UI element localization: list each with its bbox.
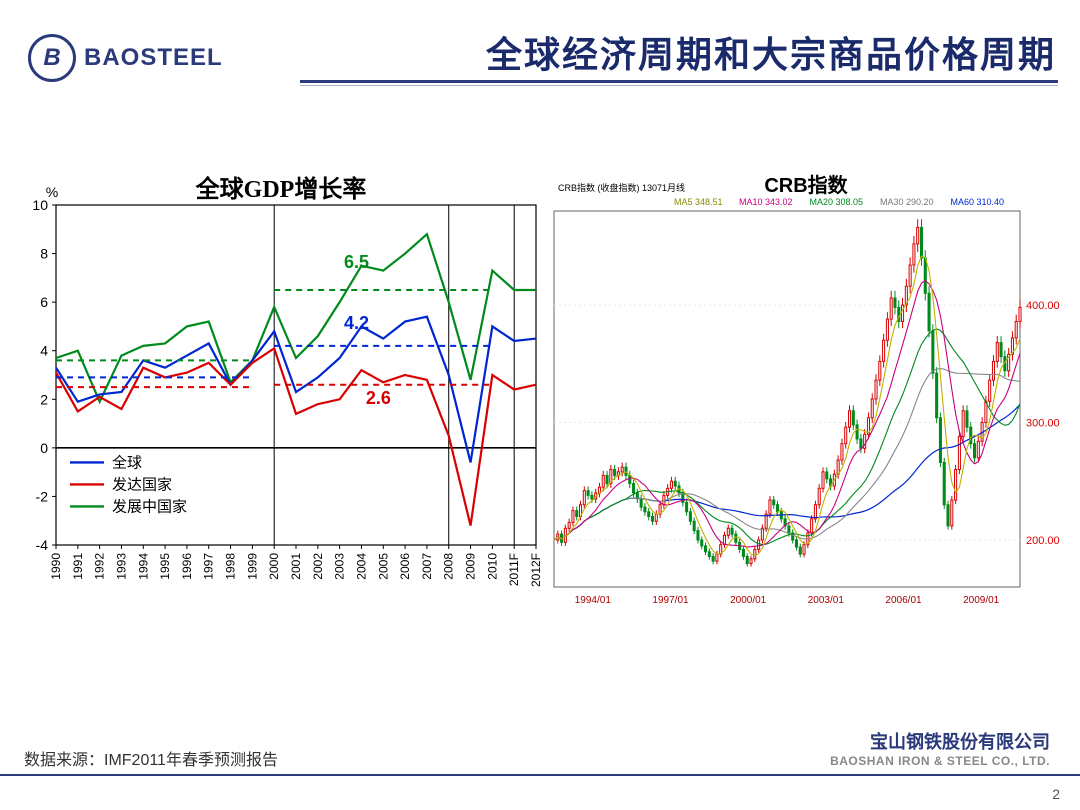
svg-text:4: 4 bbox=[40, 343, 48, 359]
logo-icon: B bbox=[28, 34, 76, 82]
svg-text:发展中国家: 发展中国家 bbox=[112, 498, 187, 515]
svg-text:MA20 308.05: MA20 308.05 bbox=[810, 197, 864, 207]
gdp-chart-svg: -4-2024681019901991199219931994199519961… bbox=[16, 175, 546, 615]
svg-text:400.00: 400.00 bbox=[1026, 300, 1060, 312]
svg-text:1990: 1990 bbox=[49, 553, 63, 580]
svg-text:2008: 2008 bbox=[442, 553, 456, 580]
svg-text:2012F: 2012F bbox=[529, 553, 543, 587]
svg-text:2002: 2002 bbox=[311, 553, 325, 580]
svg-text:MA10 343.02: MA10 343.02 bbox=[739, 197, 793, 207]
svg-text:1993: 1993 bbox=[114, 553, 128, 580]
svg-text:发达国家: 发达国家 bbox=[112, 476, 172, 493]
crb-chart-title: CRB指数 bbox=[548, 169, 1064, 198]
slide-header: B BAOSTEEL 全球经济周期和大宗商品价格周期 bbox=[0, 20, 1080, 90]
svg-text:4.2: 4.2 bbox=[344, 313, 369, 333]
svg-text:2003/01: 2003/01 bbox=[808, 595, 845, 606]
logo-text: BAOSTEEL bbox=[84, 44, 223, 72]
svg-text:1997: 1997 bbox=[202, 553, 216, 580]
svg-text:2010: 2010 bbox=[485, 553, 499, 580]
svg-text:1996: 1996 bbox=[180, 553, 194, 580]
footer-company-en: BAOSHAN IRON & STEEL CO., LTD. bbox=[830, 754, 1050, 768]
svg-text:全球: 全球 bbox=[112, 453, 142, 471]
svg-text:-4: -4 bbox=[36, 537, 49, 553]
svg-text:MA5 348.51: MA5 348.51 bbox=[674, 197, 723, 207]
svg-text:0: 0 bbox=[40, 440, 48, 456]
svg-text:2000: 2000 bbox=[267, 553, 281, 580]
svg-text:2003: 2003 bbox=[333, 553, 347, 580]
footer-company: 宝山钢铁股份有限公司 BAOSHAN IRON & STEEL CO., LTD… bbox=[830, 728, 1050, 768]
svg-text:1992: 1992 bbox=[93, 553, 107, 580]
svg-text:300.00: 300.00 bbox=[1026, 418, 1060, 430]
svg-text:8: 8 bbox=[40, 246, 48, 262]
svg-text:2006: 2006 bbox=[398, 553, 412, 580]
svg-text:2001: 2001 bbox=[289, 553, 303, 580]
svg-text:1998: 1998 bbox=[224, 553, 238, 580]
gdp-chart-title: 全球GDP增长率 bbox=[16, 169, 546, 204]
svg-text:MA30 290.20: MA30 290.20 bbox=[880, 197, 934, 207]
svg-text:1995: 1995 bbox=[158, 553, 172, 580]
svg-text:1994: 1994 bbox=[136, 553, 150, 580]
title-rule-thin bbox=[300, 85, 1058, 86]
page-number: 2 bbox=[1052, 786, 1060, 802]
svg-text:2007: 2007 bbox=[420, 553, 434, 580]
page-title: 全球经济周期和大宗商品价格周期 bbox=[486, 26, 1056, 78]
svg-text:1997/01: 1997/01 bbox=[652, 595, 689, 606]
svg-text:200.00: 200.00 bbox=[1026, 535, 1060, 547]
svg-text:2009/01: 2009/01 bbox=[963, 595, 1000, 606]
svg-text:2011F: 2011F bbox=[507, 553, 521, 586]
crb-chart-svg: CRB指数 (收盘指数) 13071月线MA5 348.51MA10 343.0… bbox=[548, 175, 1064, 615]
svg-text:1994/01: 1994/01 bbox=[575, 595, 612, 606]
svg-text:2000/01: 2000/01 bbox=[730, 595, 767, 606]
logo: B BAOSTEEL bbox=[28, 34, 223, 82]
footer-rule bbox=[0, 774, 1080, 776]
svg-text:6.5: 6.5 bbox=[344, 252, 369, 272]
svg-text:2: 2 bbox=[40, 391, 48, 407]
gdp-chart: 全球GDP增长率 -4-2024681019901991199219931994… bbox=[16, 175, 546, 615]
charts-row: 全球GDP增长率 -4-2024681019901991199219931994… bbox=[0, 175, 1080, 625]
svg-text:6: 6 bbox=[40, 294, 48, 310]
svg-text:2006/01: 2006/01 bbox=[885, 595, 922, 606]
svg-text:2005: 2005 bbox=[376, 553, 390, 580]
svg-text:2009: 2009 bbox=[464, 553, 478, 580]
svg-text:2004: 2004 bbox=[354, 553, 368, 580]
svg-text:MA60 310.40: MA60 310.40 bbox=[951, 197, 1005, 207]
svg-text:-2: -2 bbox=[36, 488, 49, 504]
title-rule bbox=[300, 80, 1058, 83]
data-source: 数据来源：IMF2011年春季预测报告 bbox=[24, 746, 278, 770]
svg-text:1999: 1999 bbox=[245, 553, 259, 580]
footer-company-cn: 宝山钢铁股份有限公司 bbox=[830, 728, 1050, 754]
svg-text:2.6: 2.6 bbox=[366, 388, 391, 408]
svg-text:1991: 1991 bbox=[71, 553, 85, 580]
crb-chart: CRB指数 CRB指数 (收盘指数) 13071月线MA5 348.51MA10… bbox=[548, 175, 1064, 615]
